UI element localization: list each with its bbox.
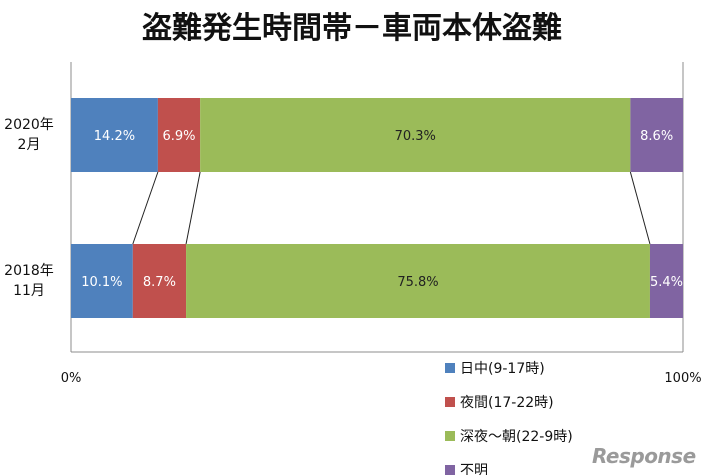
connector-line [132, 171, 159, 245]
legend-label: 不明 [460, 463, 488, 475]
response-watermark: Response [592, 444, 696, 468]
legend-swatch [445, 431, 455, 441]
bar-segment-1-4 [630, 98, 683, 172]
category-label: 2月 [18, 137, 41, 153]
legend-label: 深夜～朝(22-9時) [460, 429, 573, 445]
x-tick-label: 0% [61, 371, 82, 386]
legend-label: 夜間(17-22時) [460, 395, 554, 411]
connector-line [185, 171, 201, 245]
bar-segment-2-3 [186, 244, 650, 318]
data-label: 6.9% [163, 129, 196, 144]
data-label: 8.7% [143, 275, 176, 290]
legend-swatch [445, 465, 455, 475]
data-label: 8.6% [640, 129, 673, 144]
bar-segment-2-2 [132, 244, 187, 318]
bar-segment-2-4 [649, 244, 683, 318]
category-label: 2020年 [4, 117, 54, 133]
chart-title: 盗難発生時間帯－車両本体盗難 [142, 11, 562, 46]
data-label: 14.2% [94, 129, 135, 144]
bar-segment-1-3 [200, 98, 631, 172]
bar-segment-1-1 [71, 98, 158, 172]
legend: 日中(9-17時) 夜間(17-22時) 深夜～朝(22-9時) 不明 [445, 361, 573, 475]
bar-segment-2-1 [71, 244, 133, 318]
category-labels: 2020年 2月 2018年 11月 0% 100% [4, 117, 701, 386]
plot-area: 14.2% 6.9% 70.3% 8.6% 10.1% 8.7% 75.8% 5.4% [70, 62, 684, 353]
x-tick-label: 100% [664, 371, 701, 386]
legend-label: 日中(9-17時) [460, 361, 545, 377]
category-label: 11月 [13, 283, 45, 299]
data-label: 75.8% [397, 275, 438, 290]
legend-swatch [445, 363, 455, 373]
data-label: 5.4% [650, 275, 683, 290]
bar-segment-1-2 [157, 98, 201, 172]
connector-line [629, 171, 651, 245]
data-label: 70.3% [395, 129, 436, 144]
data-label: 10.1% [81, 275, 122, 290]
legend-swatch [445, 397, 455, 407]
category-label: 2018年 [4, 263, 54, 279]
